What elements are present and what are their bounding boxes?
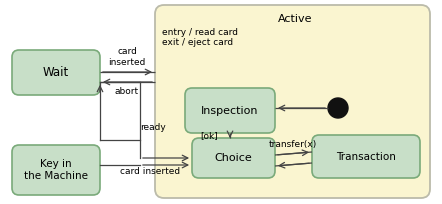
- FancyBboxPatch shape: [155, 5, 430, 198]
- Text: abort: abort: [115, 86, 139, 95]
- Text: card inserted: card inserted: [120, 167, 180, 176]
- Text: transfer(x): transfer(x): [269, 141, 317, 150]
- Text: Active: Active: [278, 14, 312, 24]
- Text: Inspection: Inspection: [201, 105, 259, 115]
- Text: ready: ready: [140, 123, 166, 133]
- Text: card
inserted: card inserted: [108, 47, 146, 67]
- Text: Key in
the Machine: Key in the Machine: [24, 159, 88, 181]
- FancyBboxPatch shape: [185, 88, 275, 133]
- Text: entry / read card
exit / eject card: entry / read card exit / eject card: [162, 28, 238, 47]
- Text: Choice: Choice: [215, 153, 252, 163]
- Text: [ok]: [ok]: [200, 132, 218, 141]
- Text: Wait: Wait: [43, 66, 69, 79]
- FancyBboxPatch shape: [12, 50, 100, 95]
- FancyBboxPatch shape: [192, 138, 275, 178]
- FancyBboxPatch shape: [12, 145, 100, 195]
- FancyBboxPatch shape: [312, 135, 420, 178]
- Circle shape: [328, 98, 348, 118]
- Text: Transaction: Transaction: [336, 152, 396, 162]
